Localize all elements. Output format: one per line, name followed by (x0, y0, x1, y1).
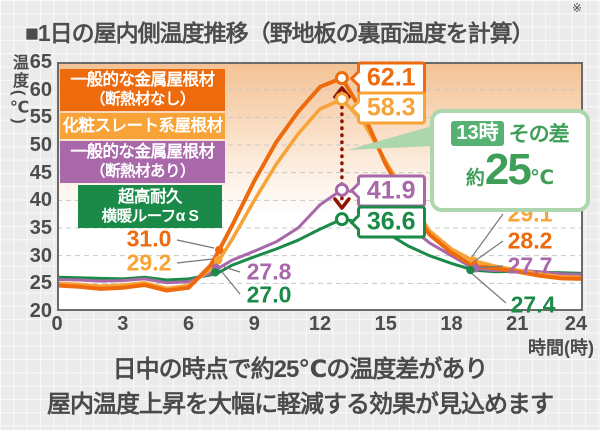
footnote-asterisk: ※ (571, 1, 582, 15)
callout-diff-value: 25 (484, 145, 532, 194)
legend-item-sublabel: （断熱材あり） (89, 163, 196, 180)
point-value-label: 29.2 (126, 249, 172, 276)
x-tick-0: 0 (51, 313, 63, 335)
label-connector (471, 240, 504, 264)
caption-line-1: 日中の時点で約25℃の温度差があり (112, 356, 489, 383)
y-tick-60: 60 (29, 78, 52, 101)
point-value-label: 27.4 (510, 291, 556, 318)
peak-point-marker (334, 182, 349, 197)
data-point-dot (213, 255, 223, 265)
callout-tail (347, 126, 432, 150)
legend-item-label: 一般的な金属屋根材 (70, 71, 216, 89)
legend-item-sublabel: 横暖ルーフα S (101, 207, 199, 225)
legend-item-3: 超高耐久 横暖ルーフα S (78, 185, 222, 228)
arrowhead-down-icon (333, 197, 351, 210)
y-axis-label: 温度(℃) (10, 54, 27, 126)
y-tick-35: 35 (29, 217, 52, 239)
peak-point-marker (334, 71, 349, 86)
series-line-1 (57, 97, 583, 291)
x-tick-18: 18 (440, 313, 463, 335)
legend-item-1: 化粧スレート系屋根材 (60, 113, 225, 139)
callout-time-badge: 13時 (451, 120, 504, 146)
y-tick-40: 40 (29, 189, 52, 212)
x-tick-3: 3 (117, 313, 129, 335)
data-point-dot (214, 245, 224, 255)
point-value-label: 31.0 (126, 225, 172, 252)
legend-item-label: 超高耐久 (118, 187, 183, 206)
y-tick-65: 65 (29, 51, 52, 73)
legend-item-sublabel: （断熱材なし） (89, 91, 196, 108)
label-connector (469, 271, 507, 304)
chart-canvas (57, 62, 583, 311)
callout-value-row: 約25℃ (440, 148, 580, 202)
x-tick-24: 24 (564, 313, 588, 335)
x-axis-label: 時間(時) (528, 338, 594, 358)
y-tick-45: 45 (29, 161, 52, 184)
page-title: ■1日の屋内側温度推移（野地板の裏面温度を計算） (25, 20, 535, 46)
peak-value-bubble: 36.6 (356, 205, 426, 239)
x-tick-6: 6 (182, 313, 195, 335)
label-connector (470, 213, 504, 259)
point-value-label: 27.7 (507, 252, 553, 279)
peak-value-bubble: 62.1 (356, 61, 426, 95)
y-tick-30: 30 (29, 244, 52, 267)
bottom-caption: 日中の時点で約25℃の温度差があり 屋内温度上昇を大幅に軽減する効果が見込めます (0, 352, 600, 422)
label-connector (223, 266, 241, 273)
label-connector (176, 239, 215, 249)
label-connector (176, 258, 213, 264)
y-tick-25: 25 (29, 272, 52, 295)
callout-header: 13時 その差 (440, 118, 580, 148)
peak-point-marker (334, 212, 349, 227)
peak-value-bubble: 41.9 (356, 174, 426, 208)
series-line-0 (57, 76, 583, 293)
legend-item-label: 化粧スレート系屋根材 (62, 116, 224, 135)
y-tick-50: 50 (29, 134, 52, 156)
x-tick-21: 21 (506, 313, 529, 335)
data-point-dot (210, 268, 220, 277)
x-tick-15: 15 (374, 313, 397, 335)
legend-item-2: 一般的な金属屋根材 （断熱材あり） (60, 141, 225, 183)
y-tick-20: 20 (29, 300, 52, 322)
callout-unit: ℃ (529, 167, 555, 189)
series-line-2 (57, 188, 583, 285)
difference-callout: 13時 その差 約25℃ (430, 109, 590, 212)
callout-diff-label: その差 (508, 123, 570, 146)
label-connector (221, 271, 241, 295)
legend-item-label: 一般的な金属屋根材 (70, 143, 216, 161)
data-point-dot (466, 265, 475, 275)
x-tick-12: 12 (308, 313, 332, 335)
callout-approx-prefix: 約 (465, 168, 485, 189)
peak-value-bubble: 58.3 (356, 91, 426, 125)
point-value-label: 28.2 (507, 227, 553, 254)
point-value-label: 27.8 (246, 258, 292, 285)
legend-item-0: 一般的な金属屋根材 （断熱材なし） (60, 69, 225, 111)
peak-point-marker (334, 92, 349, 107)
point-value-label: 27.0 (246, 281, 292, 308)
caption-line-2: 屋内温度上昇を大幅に軽減する効果が見込めます (47, 391, 554, 418)
x-tick-9: 9 (248, 313, 260, 335)
y-tick-55: 55 (29, 106, 52, 129)
